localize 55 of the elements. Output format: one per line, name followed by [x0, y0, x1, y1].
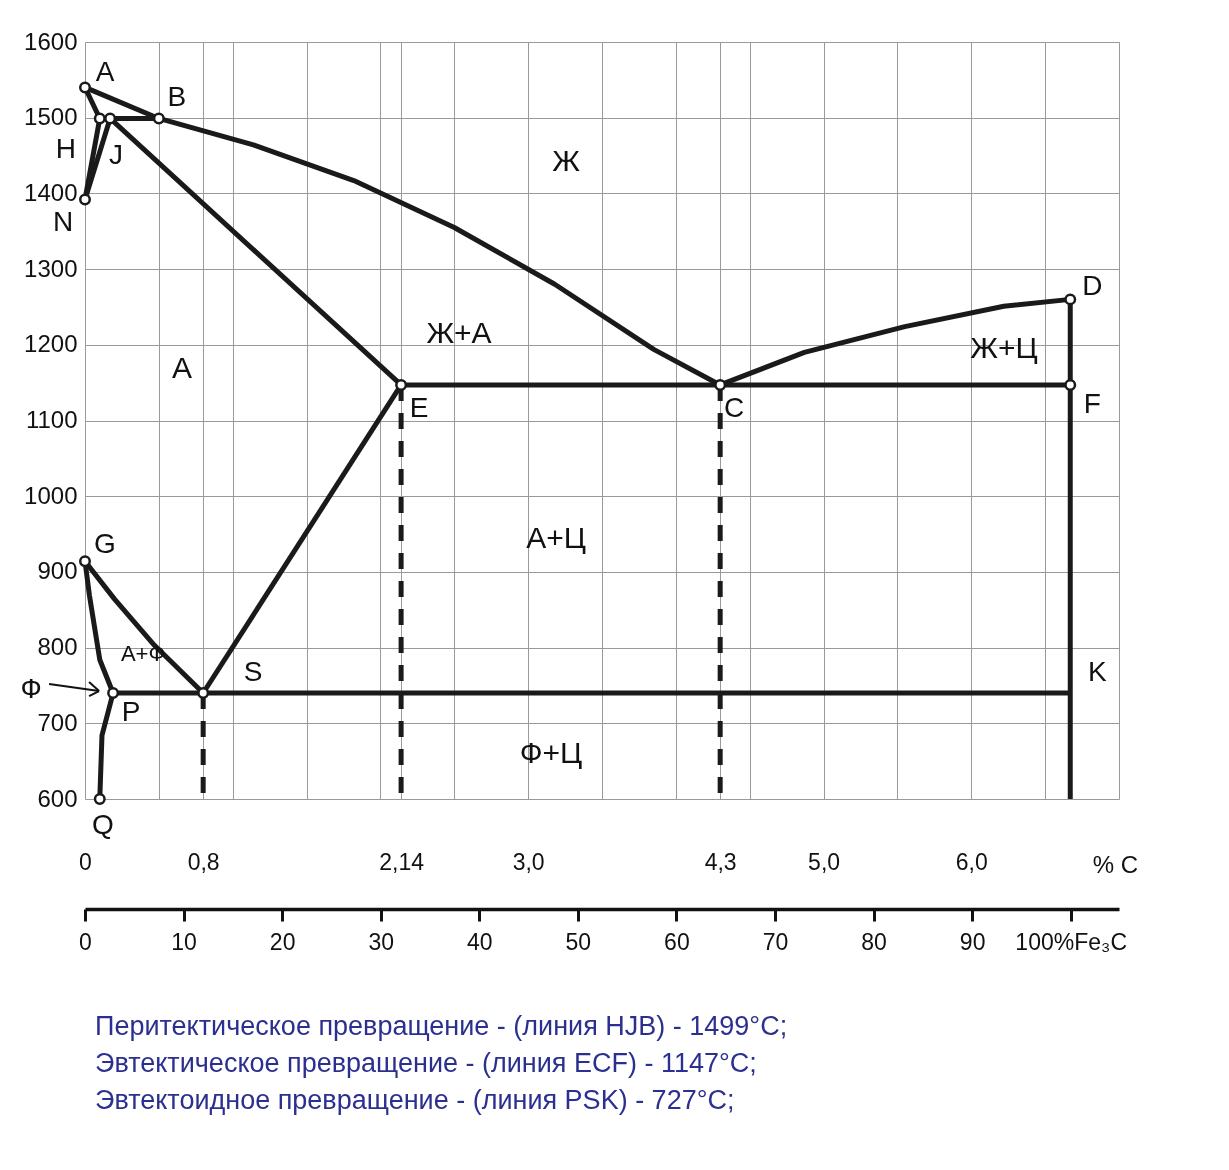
- text: Эвтектоидное превращение - (линия PSK) - 727°C;: [95, 1085, 735, 1115]
- data-label: E: [409, 391, 429, 423]
- annotation: А: [171, 351, 193, 384]
- data-label: F: [1083, 387, 1101, 419]
- data-label: Q: [91, 809, 114, 840]
- y-tick-label: 1400: [24, 178, 78, 206]
- y-tick-label: 1200: [24, 330, 78, 358]
- y-tick-label: 1300: [24, 254, 78, 282]
- y-tick-label: 700: [37, 708, 78, 736]
- annotation: Ж+Ц: [970, 331, 1038, 364]
- x2-tick-label: 30: [368, 928, 395, 955]
- annotation: А+Ф: [120, 641, 166, 666]
- x-tick-label: 0,8: [187, 848, 220, 875]
- x-tick-label: 3,0: [512, 848, 545, 875]
- annotation: Ж+А: [426, 316, 492, 349]
- x2-tick-label: 100%Fe₃C: [1015, 928, 1128, 955]
- annotation: K: [1087, 656, 1107, 688]
- y-tick-label: 600: [37, 784, 78, 812]
- x2-tick-label: 80: [861, 928, 887, 955]
- data-label: A: [95, 56, 115, 88]
- x2-tick-label: 50: [565, 928, 592, 955]
- data-label: D: [1082, 270, 1103, 302]
- y-tick-label: 1500: [24, 103, 78, 131]
- y-tick-label: 800: [37, 633, 78, 661]
- data-label: H: [55, 133, 76, 165]
- x2-tick-label: 40: [466, 928, 493, 955]
- x2-tick-label: 20: [269, 928, 296, 955]
- x-tick-label: 6,0: [955, 848, 988, 875]
- y-tick-label: 900: [37, 557, 78, 585]
- x2-tick-label: 70: [762, 928, 789, 955]
- x2-tick-label: 0: [79, 928, 92, 955]
- annotation: Ж: [552, 144, 581, 177]
- annotation: Ф: [20, 673, 42, 705]
- y-tick-label: 1100: [25, 406, 78, 433]
- annotation: Ф+Ц: [519, 736, 583, 769]
- data-label: B: [167, 81, 187, 113]
- x-axis-title: % C: [1092, 850, 1139, 878]
- x-tick-label: 2,14: [379, 848, 425, 875]
- data-label: G: [94, 528, 116, 560]
- data-label: C: [724, 391, 745, 423]
- data-label: P: [121, 696, 141, 728]
- y-tick-label: 1000: [24, 481, 78, 509]
- x-tick-label: 0: [79, 848, 92, 875]
- data-label: J: [109, 139, 124, 171]
- x2-tick-label: 10: [171, 928, 197, 955]
- x2-tick-label: 60: [664, 928, 690, 955]
- x-tick-label: 5,0: [808, 848, 841, 875]
- annotation: А+Ц: [526, 521, 586, 554]
- y-tick-label: 1600: [24, 27, 78, 55]
- data-label: S: [243, 656, 263, 688]
- x2-tick-label: 90: [959, 928, 986, 955]
- x-tick-label: 4,3: [704, 848, 737, 875]
- text: Перитектическое превращение - (линия HJB) - 1499°C;: [95, 1011, 788, 1041]
- text: Эвтектическое превращение - (линия ECF) - 1147°C;: [95, 1048, 757, 1078]
- data-label: N: [52, 206, 74, 238]
